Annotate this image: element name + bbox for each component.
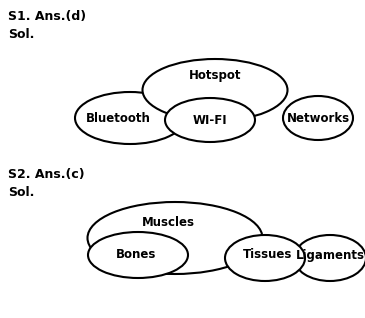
Ellipse shape [88,202,262,274]
Text: S2. Ans.(c): S2. Ans.(c) [8,168,85,181]
Text: Sol.: Sol. [8,28,34,41]
Text: Sol.: Sol. [8,186,34,199]
Text: Bones: Bones [116,248,156,261]
Ellipse shape [142,59,288,121]
Text: Networks: Networks [287,112,350,125]
Ellipse shape [165,98,255,142]
Text: Bluetooth: Bluetooth [85,112,150,125]
Ellipse shape [294,235,365,281]
Text: S1. Ans.(d): S1. Ans.(d) [8,10,86,23]
Text: Tissues: Tissues [243,248,293,261]
Text: Muscles: Muscles [142,216,195,229]
Ellipse shape [88,232,188,278]
Ellipse shape [75,92,185,144]
Ellipse shape [283,96,353,140]
Text: Hotspot: Hotspot [189,70,241,82]
Text: WI-FI: WI-FI [193,114,227,127]
Text: Ligaments: Ligaments [296,248,365,261]
Ellipse shape [225,235,305,281]
